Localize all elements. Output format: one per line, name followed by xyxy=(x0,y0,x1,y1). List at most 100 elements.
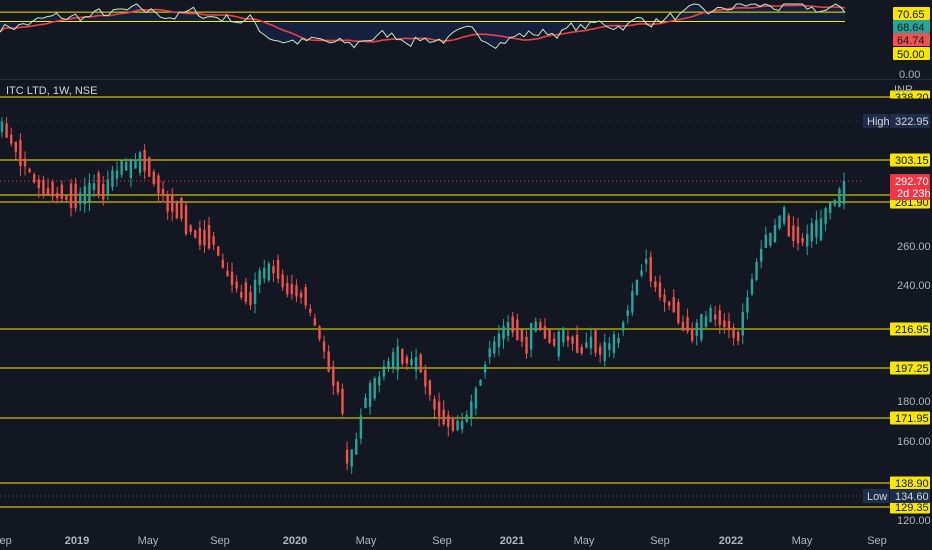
candle-body xyxy=(736,331,740,341)
candle-body xyxy=(295,285,298,297)
high-price-text: 322.95 xyxy=(895,116,929,128)
candle-body xyxy=(152,171,156,185)
candle-body xyxy=(290,284,294,295)
low-label-text: Low xyxy=(867,491,887,503)
level-price-tag xyxy=(890,153,930,167)
candle-body xyxy=(819,218,823,241)
candle-body xyxy=(378,376,381,386)
candle-body xyxy=(575,334,579,353)
candle-body xyxy=(120,160,123,175)
candle-body xyxy=(479,379,482,386)
candle-body xyxy=(286,282,289,295)
candle-body xyxy=(309,308,312,313)
level-price-tag-label: 138.90 xyxy=(895,478,929,490)
candle-body xyxy=(299,292,303,298)
candle-body xyxy=(686,317,689,332)
candle-body xyxy=(0,121,4,132)
candle-body xyxy=(700,314,703,340)
candle-body xyxy=(405,356,409,364)
candle-body xyxy=(566,336,570,341)
time-tick-label: May xyxy=(792,535,813,547)
candle-body xyxy=(396,346,399,371)
candle-body xyxy=(364,397,367,409)
candle-body xyxy=(769,232,772,246)
candle-body xyxy=(19,140,22,167)
candle-body xyxy=(332,366,335,386)
level-price-tag-label: 338.20 xyxy=(895,92,929,104)
candle-body xyxy=(488,348,491,358)
candle-body xyxy=(111,170,114,188)
time-tick-label: Sep xyxy=(867,535,887,547)
candle-body xyxy=(608,343,611,350)
low-label-box xyxy=(863,489,889,503)
candle-body xyxy=(640,270,643,276)
candle-body xyxy=(534,321,537,332)
last-price-tag xyxy=(890,174,930,200)
candle-body xyxy=(612,334,616,353)
candle-body xyxy=(166,195,169,212)
price-tick-label: 260.00 xyxy=(897,241,931,253)
candle-body xyxy=(65,196,68,200)
low-price-box xyxy=(890,489,930,503)
price-tick-label: 240.00 xyxy=(897,280,931,292)
candle-body xyxy=(258,270,261,285)
candle-body xyxy=(552,338,556,346)
candle-body xyxy=(690,328,694,341)
candle-body xyxy=(557,331,560,357)
rsi-value-tag-label: 70.65 xyxy=(897,9,925,21)
candle-body xyxy=(92,183,96,191)
price-tick-label: 160.00 xyxy=(897,436,931,448)
candle-body xyxy=(60,184,64,199)
time-tick-label: May xyxy=(138,535,159,547)
candle-body xyxy=(782,207,786,224)
candle-body xyxy=(414,357,418,371)
candle-body xyxy=(134,159,137,169)
candle-body xyxy=(493,341,496,354)
candle-body xyxy=(313,318,317,326)
candle-body xyxy=(672,297,675,313)
candle-body xyxy=(746,297,749,313)
candle-body xyxy=(433,399,436,410)
candle-body xyxy=(520,329,524,342)
candle-body xyxy=(230,271,234,286)
rsi-value-tag-label: 68.64 xyxy=(897,22,925,34)
candle-body xyxy=(5,123,8,138)
symbol-label: ITC LTD, 1W, NSE xyxy=(6,85,98,97)
time-tick-label: 2022 xyxy=(719,535,743,547)
candle-body xyxy=(161,188,165,197)
candle-body xyxy=(663,294,666,303)
level-price-tag xyxy=(890,361,930,375)
candle-body xyxy=(773,224,777,243)
candle-body xyxy=(345,449,349,464)
candle-body xyxy=(368,383,372,408)
candle-body xyxy=(824,208,827,224)
candle-body xyxy=(33,174,36,183)
candle-body xyxy=(281,274,284,288)
last-price-value: 292.70 xyxy=(895,176,929,188)
candle-body xyxy=(51,181,54,197)
candle-body xyxy=(456,420,459,431)
level-price-tag-label: 129.35 xyxy=(895,502,929,514)
candle-body xyxy=(594,330,597,353)
time-tick-label: 2019 xyxy=(65,535,89,547)
time-tick-label: May xyxy=(574,535,595,547)
candle-body xyxy=(502,326,505,340)
rsi-fill xyxy=(0,4,845,49)
candle-body xyxy=(529,323,533,350)
candle-body xyxy=(327,351,330,372)
candle-body xyxy=(341,388,344,414)
candle-body xyxy=(483,364,487,373)
time-tick-label: Sep xyxy=(650,535,670,547)
candle-body xyxy=(226,270,229,277)
candle-body xyxy=(709,307,712,322)
low-price-text: 134.60 xyxy=(895,491,929,503)
candle-body xyxy=(580,346,583,354)
time-tick-label: Sep xyxy=(432,535,452,547)
time-tick-label: 2021 xyxy=(500,535,524,547)
candle-body xyxy=(442,409,445,425)
candle-body xyxy=(203,229,206,246)
candle-body xyxy=(240,291,243,298)
candle-body xyxy=(543,326,547,339)
